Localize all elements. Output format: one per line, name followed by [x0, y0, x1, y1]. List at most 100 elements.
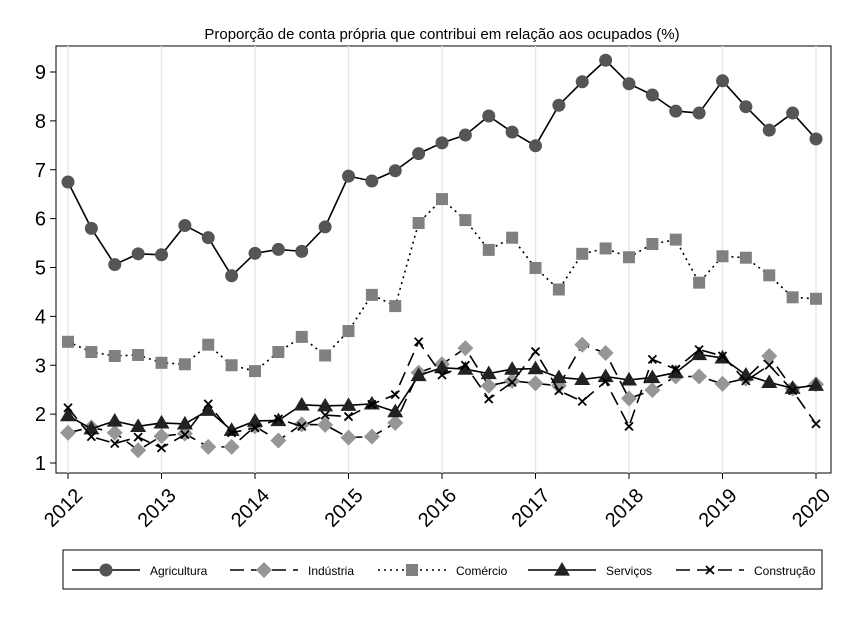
data-point: [764, 360, 774, 370]
data-point: [482, 109, 496, 123]
legend-item-indústria: Indústria: [230, 562, 354, 578]
data-point: [131, 247, 145, 261]
data-point: [225, 359, 238, 372]
data-point: [201, 231, 215, 245]
legend: Agricultura Indústria Comércio Serviços Cons…: [62, 549, 823, 590]
y-tick-label: 1: [35, 453, 46, 475]
data-point: [60, 407, 76, 422]
data-point: [552, 283, 565, 296]
gridlines: [67, 46, 817, 473]
y-tick-label: 4: [35, 306, 46, 328]
legend-box: [62, 549, 823, 590]
data-point: [644, 382, 661, 399]
data-point: [437, 370, 447, 380]
data-point: [343, 411, 354, 422]
data-point: [176, 415, 193, 430]
data-point: [550, 369, 567, 384]
data-point: [741, 376, 751, 386]
data-point: [480, 365, 497, 380]
data-point: [200, 402, 217, 416]
data-point: [203, 399, 213, 409]
data-point: [247, 412, 263, 427]
legend-item-agricultura: Agricultura: [72, 563, 208, 578]
data-point: [133, 432, 143, 442]
data-point: [156, 443, 167, 453]
y-tick-label: 5: [35, 258, 46, 280]
legend-item-comércio: Comércio: [378, 564, 508, 578]
data-point: [621, 371, 637, 386]
data-point: [365, 288, 378, 301]
x-tick-label: 2019: [695, 485, 742, 532]
data-point: [273, 414, 284, 424]
data-point: [226, 428, 237, 438]
data-point: [671, 364, 681, 374]
data-point: [762, 123, 776, 137]
data-point: [223, 438, 240, 455]
data-point: [646, 238, 659, 251]
data-series: [60, 53, 824, 459]
data-point: [295, 244, 309, 258]
data-point: [459, 214, 472, 227]
data-point: [574, 371, 591, 386]
data-point: [340, 397, 357, 411]
legend-marker: [406, 564, 418, 576]
data-point: [621, 390, 637, 407]
data-point: [387, 403, 404, 418]
data-point: [178, 218, 192, 232]
legend-marker: [705, 565, 715, 575]
data-point: [86, 431, 97, 442]
data-point: [787, 386, 798, 396]
data-point: [786, 106, 800, 120]
data-point: [644, 369, 661, 384]
data-point: [62, 335, 74, 348]
data-point: [811, 419, 821, 429]
data-point: [202, 338, 215, 351]
data-point: [693, 276, 706, 289]
data-point: [390, 389, 400, 400]
data-point: [763, 269, 776, 282]
data-point: [739, 100, 753, 114]
x-tick-label: 2015: [321, 485, 368, 532]
data-point: [458, 128, 472, 142]
data-point: [597, 368, 614, 383]
data-point: [576, 247, 589, 260]
data-point: [365, 174, 379, 188]
data-point: [622, 77, 636, 91]
data-point: [669, 233, 682, 246]
x-tick-label: 2014: [227, 485, 274, 532]
legend-label: Serviços: [606, 564, 652, 578]
data-point: [271, 242, 285, 256]
y-tick-label: 6: [35, 209, 46, 231]
data-point: [387, 414, 404, 431]
data-point: [60, 424, 76, 441]
data-point: [178, 358, 191, 371]
data-point: [293, 416, 310, 433]
data-point: [575, 75, 589, 89]
data-point: [153, 428, 170, 445]
data-point: [552, 98, 566, 112]
data-point: [248, 246, 262, 260]
data-point: [482, 243, 495, 256]
data-point: [527, 375, 544, 392]
data-point: [272, 346, 285, 359]
data-point: [809, 132, 823, 146]
data-point: [717, 351, 728, 361]
data-point: [318, 220, 332, 234]
data-point: [645, 88, 659, 102]
data-point: [667, 364, 684, 379]
data-point: [694, 344, 704, 355]
data-point: [716, 250, 729, 263]
data-point: [132, 348, 145, 361]
data-point: [367, 399, 377, 409]
x-tick-label: 2013: [134, 485, 181, 532]
data-point: [761, 347, 778, 364]
data-point: [270, 432, 287, 449]
data-point: [250, 423, 260, 433]
data-point: [108, 349, 121, 362]
data-point: [623, 251, 635, 264]
data-point: [457, 361, 474, 375]
data-point: [293, 396, 310, 411]
y-tick-label: 9: [35, 62, 46, 84]
data-point: [85, 346, 98, 359]
